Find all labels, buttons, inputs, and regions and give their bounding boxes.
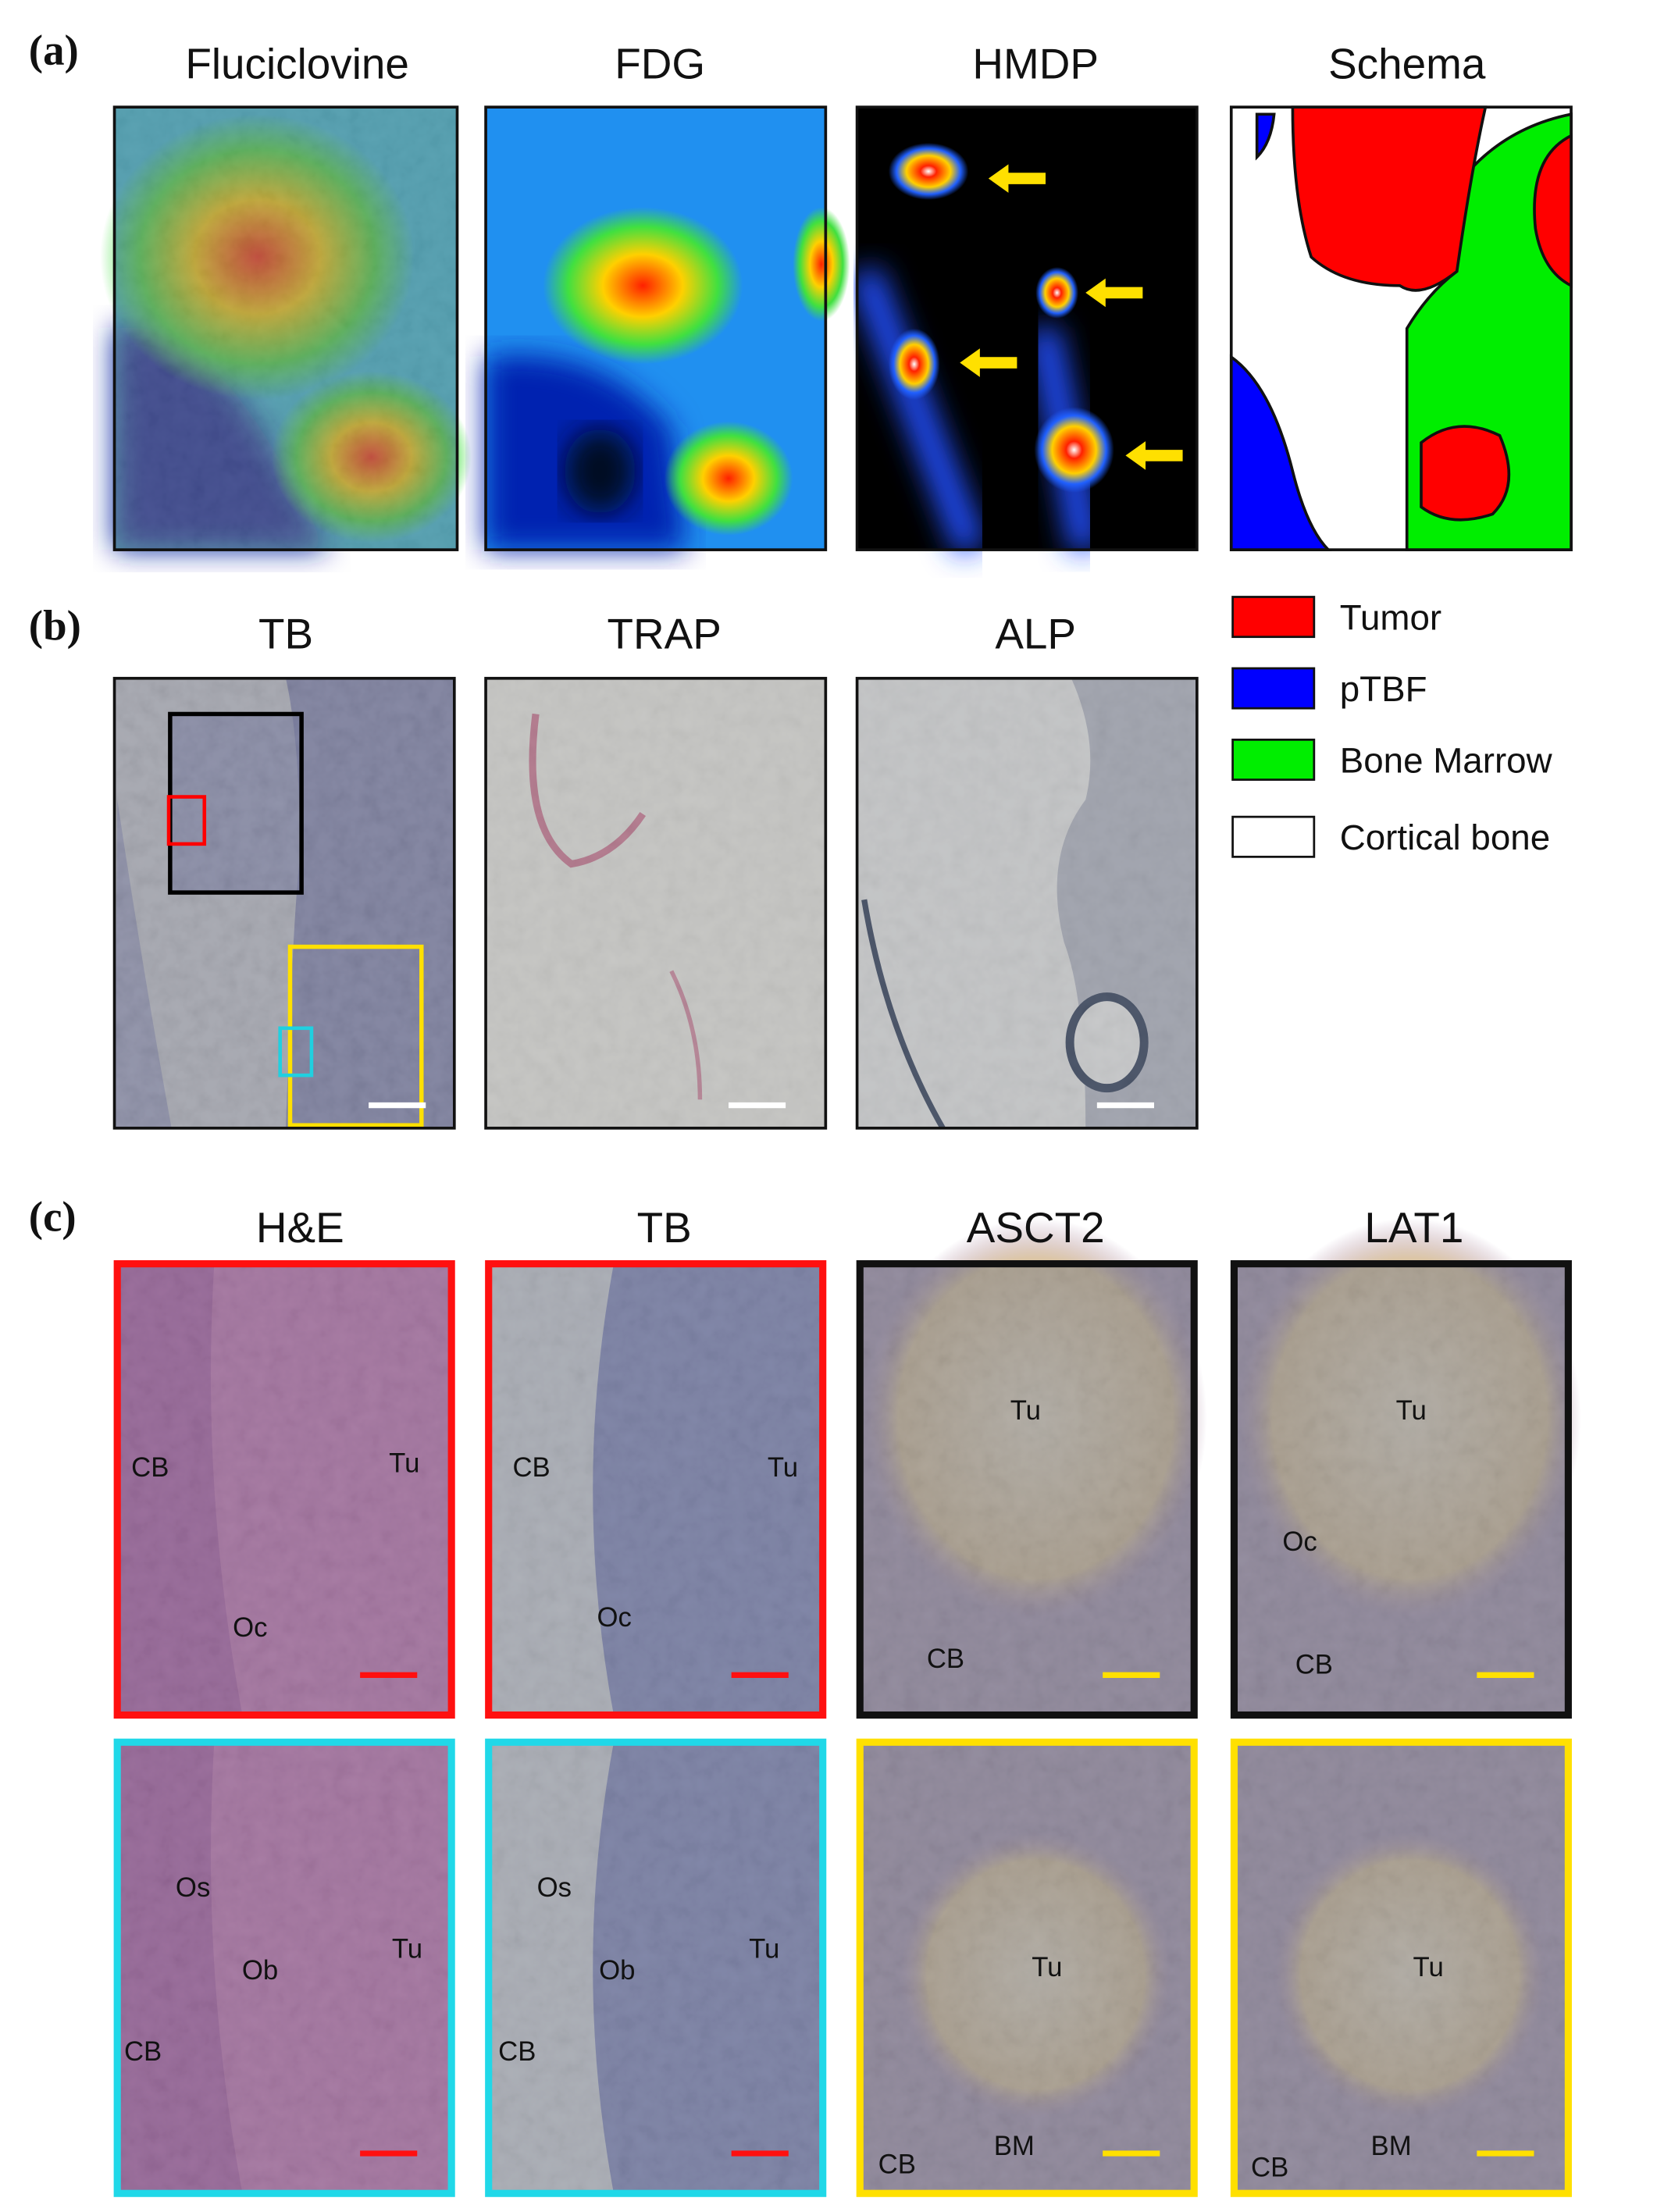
tissue-label: Oc — [597, 1603, 631, 1633]
legend-label: Tumor — [1340, 598, 1441, 638]
tissue-label: Tu — [389, 1449, 419, 1479]
tissue-label: CB — [1295, 1650, 1333, 1679]
image-border — [856, 1260, 1198, 1719]
panel-label: (c) — [29, 1193, 77, 1241]
legend-label: Cortical bone — [1340, 817, 1550, 857]
micrograph: CB Tu Oc — [485, 1260, 827, 1719]
micrograph: Tu CB BM — [1230, 1738, 1572, 2197]
texture — [1231, 1260, 1572, 1719]
tissue-label: Ob — [242, 1956, 278, 1986]
tissue-label: Tu — [1413, 1953, 1444, 1982]
image-border — [1230, 1738, 1572, 2197]
image-hmdp — [849, 105, 1199, 556]
tissue-label: CB — [927, 1644, 964, 1674]
tissue-label: Oc — [1282, 1527, 1317, 1557]
image-border — [113, 1260, 455, 1719]
legend-swatch — [1231, 739, 1316, 781]
micrograph: CB Tu Oc — [113, 1260, 455, 1719]
legend-label: Bone Marrow — [1340, 740, 1553, 780]
image-title: FDG — [615, 40, 705, 88]
image-title: TRAP — [608, 609, 722, 657]
legend-swatch — [1231, 815, 1316, 858]
panel-label: (a) — [29, 26, 79, 73]
texture — [114, 1739, 454, 2196]
tissue-label: Ob — [599, 1956, 635, 1986]
tissue-label: Tu — [1032, 1953, 1062, 1982]
tissue-label: Tu — [749, 1934, 779, 1964]
legend-swatch — [1231, 596, 1316, 639]
image-title: Fluciclovine — [185, 40, 409, 88]
micrograph: Tu CB — [856, 1218, 1207, 1719]
image-title: LAT1 — [1364, 1203, 1463, 1252]
legend: Tumor pTBF Bone Marrow Cortical bone — [1231, 596, 1553, 858]
texture — [486, 1260, 826, 1719]
micrograph: Tu Oc CB — [1230, 1218, 1581, 1719]
image-border — [485, 1260, 827, 1719]
tissue-label: Os — [537, 1873, 572, 1903]
tissue-label: CB — [124, 2037, 162, 2067]
micrograph: Os Ob Tu CB — [113, 1738, 455, 2197]
image-fluciclovine — [100, 105, 472, 551]
legend-swatch — [1231, 667, 1316, 710]
tissue-label: Tu — [1396, 1396, 1427, 1426]
image-title: ASCT2 — [967, 1203, 1105, 1252]
image-border — [1230, 1260, 1572, 1719]
micrograph: Tu CB BM — [856, 1738, 1198, 2197]
image-tb — [112, 676, 456, 1130]
panel-label: (b) — [29, 601, 81, 649]
image-alp — [855, 676, 1199, 1130]
image-trap — [484, 676, 828, 1130]
texture — [486, 1739, 826, 2196]
image-title: ALP — [995, 609, 1076, 657]
titles: Fluciclovine FDG HMDP Schema TB TRAP ALP H&E TB A… — [185, 40, 1485, 1252]
image-title: H&E — [256, 1203, 344, 1252]
arrows — [960, 164, 1183, 470]
tissue-label: Os — [176, 1873, 210, 1903]
image-title: TB — [258, 609, 313, 657]
image-title: HMDP — [972, 40, 1099, 88]
tissue-label: Oc — [233, 1613, 267, 1643]
tissue-label: CB — [878, 2150, 916, 2180]
tissue-label: Tu — [1010, 1396, 1041, 1426]
tissue-label: Tu — [768, 1453, 798, 1483]
texture — [1231, 1739, 1572, 2196]
tissue-label: BM — [994, 2132, 1035, 2161]
tissue-label: CB — [1251, 2153, 1288, 2182]
image-schema — [1229, 105, 1573, 551]
tissue-label: CB — [512, 1453, 550, 1483]
texture — [114, 1260, 454, 1719]
tissue-label: CB — [498, 2037, 536, 2067]
image-title: Schema — [1328, 40, 1486, 88]
tissue-label: BM — [1371, 2132, 1412, 2161]
legend-label: pTBF — [1340, 669, 1427, 709]
image-border — [485, 1738, 827, 2197]
micrograph: Os Ob Tu CB — [485, 1738, 827, 2197]
texture — [857, 1739, 1197, 2196]
image-border — [856, 1738, 1198, 2197]
image-title: TB — [637, 1203, 692, 1252]
tissue-label: Tu — [392, 1934, 422, 1964]
texture — [857, 1260, 1197, 1719]
tissue-label: CB — [131, 1453, 169, 1483]
image-fdg — [484, 105, 850, 551]
image-border — [113, 1738, 455, 2197]
